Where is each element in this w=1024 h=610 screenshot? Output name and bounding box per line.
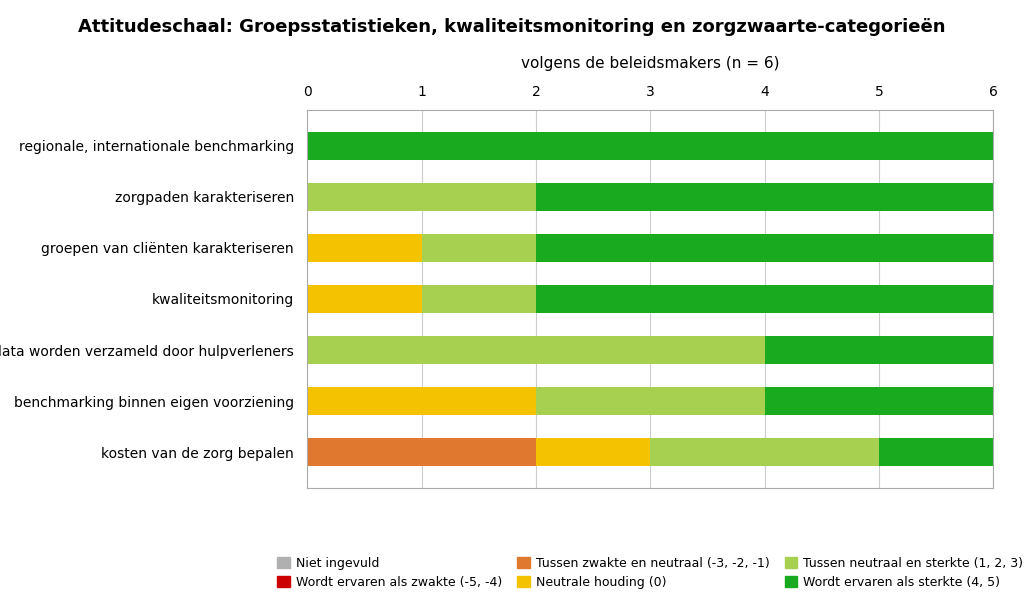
Bar <box>879 438 993 466</box>
Bar <box>536 182 993 210</box>
Bar <box>536 387 765 415</box>
Bar <box>765 336 993 364</box>
Bar <box>307 336 765 364</box>
Bar <box>307 387 536 415</box>
Title: volgens de beleidsmakers (n = 6): volgens de beleidsmakers (n = 6) <box>521 56 779 71</box>
Bar <box>536 234 993 262</box>
Bar <box>307 132 993 160</box>
Bar <box>650 438 879 466</box>
Bar <box>422 234 536 262</box>
Bar <box>765 387 993 415</box>
Bar <box>422 285 536 313</box>
Bar <box>307 182 536 210</box>
Text: Attitudeschaal: Groepsstatistieken, kwaliteitsmonitoring en zorgzwaarte-categori: Attitudeschaal: Groepsstatistieken, kwal… <box>78 18 946 37</box>
Bar <box>307 234 422 262</box>
Bar <box>536 285 993 313</box>
Legend: Niet ingevuld, Wordt ervaren als zwakte (-5, -4), Tussen zwakte en neutraal (-3,: Niet ingevuld, Wordt ervaren als zwakte … <box>271 550 1024 595</box>
Bar <box>307 438 536 466</box>
Bar <box>536 438 650 466</box>
Bar <box>307 285 422 313</box>
